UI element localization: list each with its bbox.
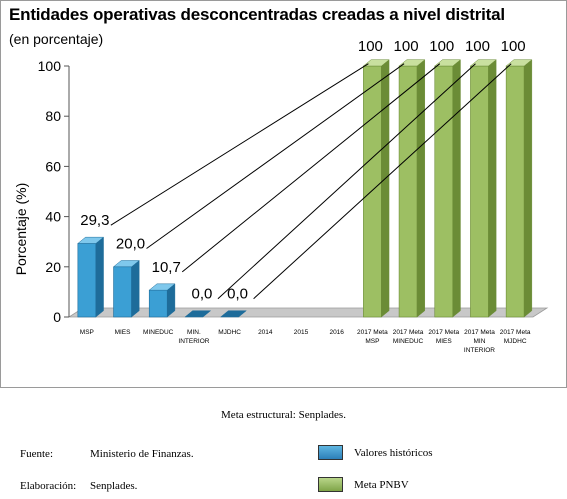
meta-note: Meta estructural: Senplades.	[221, 409, 346, 421]
bar-meta-top	[362, 59, 390, 67]
data-label: 29,3	[80, 212, 109, 229]
y-tick-label: 100	[38, 58, 62, 74]
bar-meta	[505, 65, 525, 318]
bar-meta-side	[416, 59, 425, 318]
bar-historic-top	[112, 260, 140, 268]
data-label: 0,0	[227, 286, 248, 303]
x-tick-label: 2016	[329, 329, 344, 336]
y-tick-label: 40	[45, 209, 61, 225]
bar-meta-side	[523, 59, 533, 318]
data-label: 0,0	[191, 286, 212, 303]
x-tick-label: MIES	[115, 329, 132, 336]
y-axis-label: Porcentaje (%)	[13, 182, 29, 276]
bar-meta-top	[398, 59, 426, 67]
connector-line	[181, 63, 441, 273]
elaboracion-label: Elaboración:	[20, 480, 77, 492]
connector-line	[110, 63, 369, 226]
chart-plot: 0 20 40 60 80 100 29,3 20,0 10,7 0,0 0,0 100 100 100 1…	[38, 38, 549, 354]
x-tick-label: 2017 Meta MSP	[357, 329, 388, 345]
x-tick-label: MJDHC	[218, 329, 241, 336]
fuente-value: Ministerio de Finanzas.	[90, 448, 194, 460]
bar-meta-side	[488, 59, 497, 318]
bar-historic-side	[95, 236, 104, 318]
connector-line	[217, 63, 476, 300]
data-label: 100	[429, 38, 454, 55]
bar-meta	[470, 65, 489, 318]
legend-label-historic: Valores históricos	[354, 447, 433, 459]
x-tick-label: 2015	[294, 329, 309, 336]
bar-historic-top	[184, 310, 212, 318]
x-tick-label: 2017 Meta MIN INTERIOR	[464, 329, 495, 354]
y-tick-label: 80	[45, 108, 61, 124]
data-label: 100	[465, 38, 490, 55]
x-tick-label: MSP	[80, 329, 94, 336]
x-tick-label: 2014	[258, 329, 273, 336]
chart-title: Entidades operativas desconcentradas cre…	[9, 5, 505, 24]
bar-meta-top	[505, 59, 533, 67]
data-label: 100	[358, 38, 383, 55]
data-label: 100	[501, 38, 526, 55]
bar-historic	[113, 266, 132, 318]
x-tick-label: 2017 Meta MIES	[428, 329, 459, 345]
bar-historic-top	[148, 283, 176, 291]
bar-meta-top	[469, 59, 497, 67]
bar-meta	[363, 65, 382, 318]
bar-historic	[77, 243, 97, 318]
connector-line	[253, 63, 512, 300]
data-label: 100	[394, 38, 419, 55]
bar-historic-top	[219, 310, 248, 318]
bar-historic	[148, 289, 168, 318]
bar-meta-side	[452, 59, 461, 318]
bar-historic-top	[77, 236, 105, 244]
legend-swatch-historic	[318, 445, 343, 460]
y-tick-label: 20	[45, 259, 61, 275]
x-tick-label: MINEDUC	[143, 329, 174, 336]
y-tick-label: 60	[45, 158, 61, 174]
bar-meta	[398, 65, 418, 318]
elaboracion-value: Senplades.	[90, 480, 138, 492]
legend-label-meta: Meta PNBV	[354, 479, 409, 491]
legend-swatch-meta	[318, 477, 343, 492]
bar-meta-top	[434, 59, 462, 67]
x-tick-label: 2017 Meta MJDHC	[500, 329, 531, 345]
bar-historic-side	[131, 260, 140, 318]
x-tick-label: 2017 Meta MINEDUC	[393, 329, 424, 345]
fuente-label: Fuente:	[20, 448, 53, 460]
data-label: 20,0	[116, 236, 145, 253]
bar-meta-side	[381, 59, 390, 318]
y-tick-label: 0	[53, 309, 61, 325]
chart-frame: 0 20 40 60 80 100 29,3 20,0 10,7 0,0 0,0 100 100 100 1…	[0, 0, 567, 388]
chart-subtitle: (en porcentaje)	[9, 31, 104, 47]
data-label: 10,7	[152, 259, 181, 276]
bar-meta	[434, 65, 454, 318]
connector-line	[146, 63, 405, 249]
x-tick-label: MIN. INTERIOR	[178, 329, 209, 345]
